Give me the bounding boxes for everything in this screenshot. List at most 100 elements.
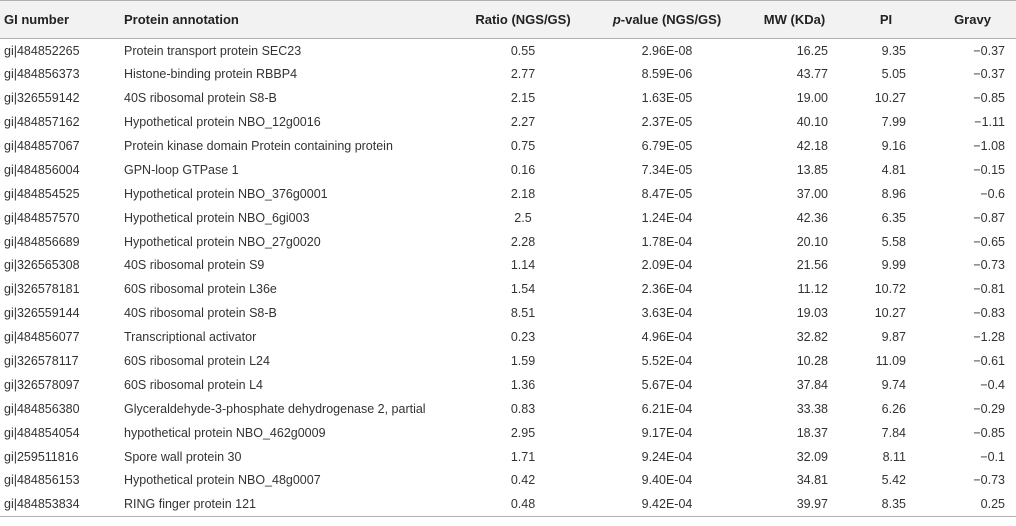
table-row: gi|484854525 Hypothetical protein NBO_376… xyxy=(0,182,1016,206)
cell-mw: 19.03 xyxy=(796,306,828,321)
cell-ratio: 1.59 xyxy=(510,354,536,369)
cell-pi: 11.09 xyxy=(875,354,906,369)
table-row: gi|326559144 40S ribosomal protein S8-B 8.… xyxy=(0,301,1016,325)
table-header: GI number Protein annotation Ratio (NGS/… xyxy=(0,0,1016,39)
cell-ratio: 1.14 xyxy=(510,258,536,273)
cell-p-value: 9.17E-04 xyxy=(641,425,693,440)
cell-protein-annotation: 60S ribosomal protein L4 xyxy=(124,377,263,392)
cell-pi: 9.35 xyxy=(881,43,906,58)
cell-mw: 18.37 xyxy=(796,425,828,440)
table-row: gi|326559142 40S ribosomal protein S8-B 2.… xyxy=(0,86,1016,110)
cell-pi: 4.81 xyxy=(881,162,906,177)
cell-ratio: 1.71 xyxy=(510,449,536,464)
cell-mw: 39.97 xyxy=(796,497,828,512)
cell-gravy: −0.73 xyxy=(973,258,1005,273)
cell-pi: 8.96 xyxy=(881,186,906,201)
cell-protein-annotation: Hypothetical protein NBO_27g0020 xyxy=(124,234,321,249)
cell-pi: 5.42 xyxy=(881,473,906,488)
cell-ratio: 2.77 xyxy=(510,67,536,82)
cell-pi: 9.87 xyxy=(881,330,906,345)
cell-pi: 5.05 xyxy=(881,67,906,82)
cell-ratio: 0.48 xyxy=(510,497,536,512)
table-row: gi|326578097 60S ribosomal protein L4 1.36… xyxy=(0,373,1016,397)
cell-gravy: −1.08 xyxy=(973,139,1005,153)
cell-gi-number: gi|484856373 xyxy=(4,67,80,82)
cell-gravy: −0.37 xyxy=(973,67,1005,82)
cell-pi: 6.26 xyxy=(881,401,906,416)
cell-ratio: 2.18 xyxy=(510,186,536,201)
cell-ratio: 2.28 xyxy=(510,234,536,249)
table-row: gi|484857570 Hypothetical protein NBO_6gi… xyxy=(0,206,1016,230)
cell-p-value: 1.24E-04 xyxy=(641,210,693,225)
cell-ratio: 1.54 xyxy=(510,282,536,297)
cell-gi-number: gi|484857162 xyxy=(4,115,80,130)
cell-gravy: −0.37 xyxy=(973,43,1005,58)
cell-pi: 6.35 xyxy=(881,210,906,225)
cell-pi: 5.58 xyxy=(881,234,906,249)
cell-ratio: 8.51 xyxy=(510,306,536,321)
cell-pi: 9.16 xyxy=(881,139,906,153)
cell-gravy: −0.87 xyxy=(973,210,1005,225)
cell-ratio: 0.42 xyxy=(510,473,536,488)
cell-protein-annotation: Histone-binding protein RBBP4 xyxy=(124,67,298,82)
cell-p-value: 6.79E-05 xyxy=(641,139,693,153)
cell-gi-number: gi|259511816 xyxy=(4,449,79,464)
cell-p-value: 7.34E-05 xyxy=(641,162,693,177)
cell-protein-annotation: 40S ribosomal protein S9 xyxy=(124,258,265,273)
cell-p-value: 8.47E-05 xyxy=(641,186,693,201)
table-row: gi|484856004 GPN-loop GTPase 1 0.16 7.34E-0… xyxy=(0,158,1016,182)
cell-protein-annotation: Transcriptional activator xyxy=(124,330,257,345)
cell-gi-number: gi|484856004 xyxy=(4,162,80,177)
cell-ratio: 0.83 xyxy=(510,401,536,416)
cell-p-value: 3.63E-04 xyxy=(641,306,693,321)
cell-protein-annotation: Glyceraldehyde-3-phosphate dehydrogenase… xyxy=(124,401,426,416)
cell-mw: 43.77 xyxy=(796,67,828,82)
cell-p-value: 2.37E-05 xyxy=(641,115,693,130)
table-row: gi|484857162 Hypothetical protein NBO_12g… xyxy=(0,110,1016,134)
cell-ratio: 0.23 xyxy=(510,330,536,345)
cell-p-value: 1.63E-05 xyxy=(641,91,693,106)
cell-ratio: 2.5 xyxy=(514,210,532,225)
cell-mw: 16.25 xyxy=(796,43,828,58)
cell-protein-annotation: 40S ribosomal protein S8-B xyxy=(124,91,277,106)
cell-gi-number: gi|326578097 xyxy=(4,377,80,392)
table-row: gi|484857067 Protein kinase domain Protei… xyxy=(0,134,1016,158)
cell-p-value: 2.36E-04 xyxy=(641,282,693,297)
header-protein-annotation: Protein annotation xyxy=(124,12,239,27)
cell-mw: 19.00 xyxy=(796,91,828,106)
cell-mw: 11.12 xyxy=(797,282,828,297)
table-row: gi|326578117 60S ribosomal protein L24 1.5… xyxy=(0,349,1016,373)
cell-p-value: 1.78E-04 xyxy=(641,234,693,249)
cell-ratio: 2.95 xyxy=(510,425,536,440)
table-row: gi|484856380 Glyceraldehyde-3-phosphate d… xyxy=(0,397,1016,421)
cell-protein-annotation: 60S ribosomal protein L24 xyxy=(124,354,270,369)
cell-gi-number: gi|484857570 xyxy=(4,210,80,225)
cell-mw: 20.10 xyxy=(796,234,828,249)
cell-protein-annotation: RING finger protein 121 xyxy=(124,497,257,512)
cell-pi: 9.99 xyxy=(881,258,906,273)
cell-gravy: −0.6 xyxy=(980,186,1005,201)
header-p-value: p-value (NGS/GS) xyxy=(592,1,742,39)
cell-pi: 9.74 xyxy=(881,377,906,392)
cell-pi: 10.72 xyxy=(874,282,906,297)
cell-protein-annotation: Protein transport protein SEC23 xyxy=(124,43,302,58)
cell-mw: 21.56 xyxy=(796,258,828,273)
cell-mw: 10.28 xyxy=(796,354,828,369)
cell-mw: 40.10 xyxy=(796,115,828,130)
cell-protein-annotation: Hypothetical protein NBO_6gi003 xyxy=(124,210,310,225)
cell-protein-annotation: GPN-loop GTPase 1 xyxy=(124,162,239,177)
cell-protein-annotation: 60S ribosomal protein L36e xyxy=(124,282,277,297)
cell-p-value: 9.24E-04 xyxy=(641,449,693,464)
cell-gi-number: gi|326559142 xyxy=(4,91,80,106)
table-row: gi|326578181 60S ribosomal protein L36e 1.… xyxy=(0,277,1016,301)
cell-gi-number: gi|484856380 xyxy=(4,401,80,416)
cell-gi-number: gi|484857067 xyxy=(4,139,80,153)
cell-ratio: 1.36 xyxy=(510,377,536,392)
cell-pi: 8.35 xyxy=(881,497,906,512)
cell-pi: 10.27 xyxy=(874,306,906,321)
cell-protein-annotation: Hypothetical protein NBO_12g0016 xyxy=(124,115,321,130)
table-row: gi|484853834 RING finger protein 121 0.48 9… xyxy=(0,492,1016,517)
header-p-value-italic: p xyxy=(612,12,621,27)
cell-protein-annotation: hypothetical protein NBO_462g0009 xyxy=(124,425,326,440)
